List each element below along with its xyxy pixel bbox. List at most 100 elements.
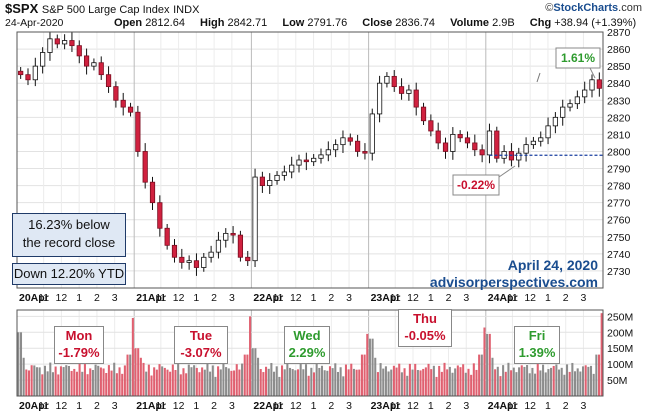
candle-body [245,256,251,262]
volume-bar [267,368,270,396]
volume-x-tick-label: 2 [211,400,217,412]
volume-bar [145,371,148,396]
volume-bar [131,317,134,396]
price-x-tick-label: 21Apr [136,292,166,304]
price-tick-label: 2800 [607,146,631,158]
volume-bar [281,365,284,396]
volume-bar [558,369,561,396]
volume-bar [118,367,121,396]
volume-x-tick-label: 22Apr [253,400,283,412]
volume-bar [94,364,97,396]
volume-bar [334,363,337,396]
volume-x-tick-label: 12 [290,400,302,412]
volume-bar [507,362,510,396]
volume-bar [288,367,292,396]
volume-tick-label: 150M [607,343,633,355]
volume-bar [259,369,262,396]
candle-body [157,202,163,229]
candle-body [538,137,544,142]
volume-bar [435,376,438,396]
volume-bar [352,368,355,396]
volume-bar [203,369,206,396]
candle-body [355,140,361,152]
callout-high-box [555,47,601,69]
volume-bar [456,365,459,396]
volume-bar [51,372,54,396]
candle-body [318,154,324,159]
candle-body [259,176,265,186]
volume-bar [99,367,102,396]
volume-bar [225,367,228,396]
volume-bar [27,370,31,396]
volume-bar [177,363,180,396]
day-tue-name: Tue [189,328,213,343]
candle-body [552,116,558,127]
day-mon-change: -1.79% [58,345,100,360]
volume-tick-label: 100M [607,359,633,371]
volume-bar [57,374,60,396]
price-panel-frame [16,31,604,289]
price-x-tick-label: 3 [229,292,235,304]
volume-x-tick-label: 11 [507,400,518,412]
volume-bar [344,364,347,396]
volume-bar [494,369,497,396]
volume-value: 2.9B [492,17,515,29]
volume-bar [451,372,454,396]
price-tick-label: 2740 [607,249,631,261]
candle-body [281,171,287,176]
candle-body [333,144,339,151]
volume-bar [523,366,526,396]
candle-body [450,133,456,152]
day-wed-change: 2.29% [288,345,326,360]
candle-body [142,151,148,183]
callout-high-tail [589,67,596,79]
volume-bar [33,365,36,396]
record-close-note: 16.23% below the record close [12,213,126,257]
volume-bar [302,369,305,396]
volume-bar [595,354,598,396]
volume-bar [59,366,62,396]
volume-x-tick-label: 11 [38,400,49,412]
volume-bar [544,372,547,396]
volume-bar [328,366,332,396]
volume-x-tick-label: 1 [193,400,199,412]
volume-bar [326,370,329,396]
volume-bar [390,369,393,396]
volume-bar [491,357,494,396]
volume-bar [283,369,286,396]
candle-body [406,89,412,94]
symbol-title: $SPX S&P 500 Large Cap Index INDX [5,1,199,16]
low-label: Low [282,17,305,29]
ytd-note: Down 12.20% YTD [12,263,126,285]
volume-bar [384,366,387,396]
volume-bar [54,366,57,396]
volume-bar [400,372,403,396]
volume-x-tick-label: 1 [428,400,434,412]
date-caption-text: April 24, 2020 [507,257,598,273]
candle-body [267,180,273,186]
volume-bar [73,368,76,396]
volume-bar [536,362,539,396]
volume-bar [265,366,268,396]
volume-bar [427,363,430,396]
volume-bar [600,313,603,396]
volume-x-tick-label: 24Apr [488,400,518,412]
price-x-tick-label: 2 [211,292,217,304]
price-tick-label: 2850 [607,61,631,73]
day-tue-change: -3.07% [180,345,222,360]
volume-bar [339,367,342,396]
volume-bar [62,367,65,396]
volume-bar [446,369,449,396]
price-tick-label: 2790 [607,164,631,176]
volume-bar [198,372,201,396]
volume-bar [102,368,105,396]
volume-bar [262,372,265,396]
candle-body [516,152,522,161]
watermark-prefix: © [545,2,554,14]
volume-bar [115,373,118,396]
volume-bar [504,371,507,396]
price-x-tick-label: 11 [273,292,284,304]
stockcharts-watermark: ©StockCharts.com [545,2,642,14]
volume-bar [41,374,44,396]
